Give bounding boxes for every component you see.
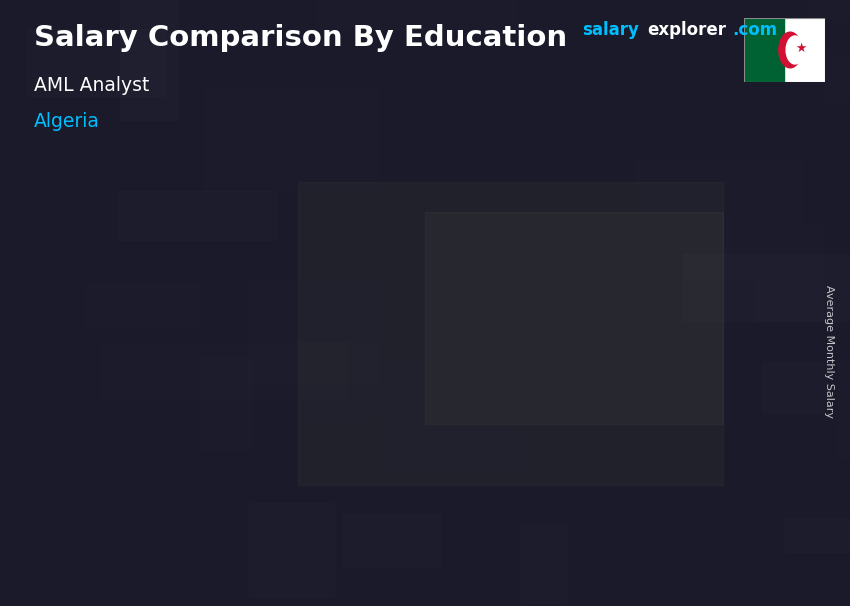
Bar <box>300 342 377 421</box>
Text: Algeria: Algeria <box>34 112 100 131</box>
Bar <box>354 373 449 533</box>
Bar <box>838 360 850 459</box>
Text: +57%: +57% <box>246 289 331 315</box>
Bar <box>807 0 850 21</box>
Bar <box>92 528 269 587</box>
Bar <box>248 282 388 384</box>
Text: Salary Comparison By Education: Salary Comparison By Education <box>34 24 567 52</box>
Bar <box>744 18 784 82</box>
Bar <box>201 356 252 451</box>
Circle shape <box>786 36 804 64</box>
Circle shape <box>779 32 802 68</box>
Bar <box>246 405 486 508</box>
Bar <box>388 363 519 474</box>
Bar <box>249 502 334 598</box>
Text: salary: salary <box>582 21 639 39</box>
Bar <box>298 182 722 485</box>
Bar <box>128 431 223 533</box>
Bar <box>580 265 674 533</box>
Bar <box>784 518 850 553</box>
Text: +68%: +68% <box>464 171 564 200</box>
Bar <box>425 212 722 424</box>
Bar <box>205 86 377 192</box>
Text: 174,000 DZD: 174,000 DZD <box>19 406 116 421</box>
Bar <box>580 265 674 271</box>
Bar <box>128 431 223 434</box>
Bar <box>343 514 439 567</box>
Text: ★: ★ <box>796 42 807 55</box>
Bar <box>102 342 345 401</box>
Bar <box>223 431 234 533</box>
Bar <box>63 280 130 389</box>
Bar <box>120 0 178 120</box>
Bar <box>824 55 850 102</box>
Bar <box>836 231 850 323</box>
Bar <box>26 29 165 96</box>
Bar <box>520 524 567 602</box>
Bar <box>448 373 460 533</box>
Bar <box>319 0 517 30</box>
Bar <box>354 373 449 378</box>
Bar <box>674 265 686 533</box>
Text: explorer: explorer <box>648 21 727 39</box>
Text: AML Analyst: AML Analyst <box>34 76 150 95</box>
Bar <box>220 127 329 204</box>
Bar <box>683 255 850 321</box>
Bar <box>118 191 275 240</box>
Bar <box>81 290 266 381</box>
Bar <box>762 362 828 413</box>
Text: 458,000 DZD: 458,000 DZD <box>578 239 676 255</box>
Bar <box>85 284 198 328</box>
Bar <box>28 305 206 397</box>
Text: 273,000 DZD: 273,000 DZD <box>352 344 450 359</box>
Text: Average Monthly Salary: Average Monthly Salary <box>824 285 834 418</box>
Bar <box>256 348 306 433</box>
Text: .com: .com <box>733 21 778 39</box>
Bar <box>754 225 822 320</box>
Bar <box>635 161 802 279</box>
